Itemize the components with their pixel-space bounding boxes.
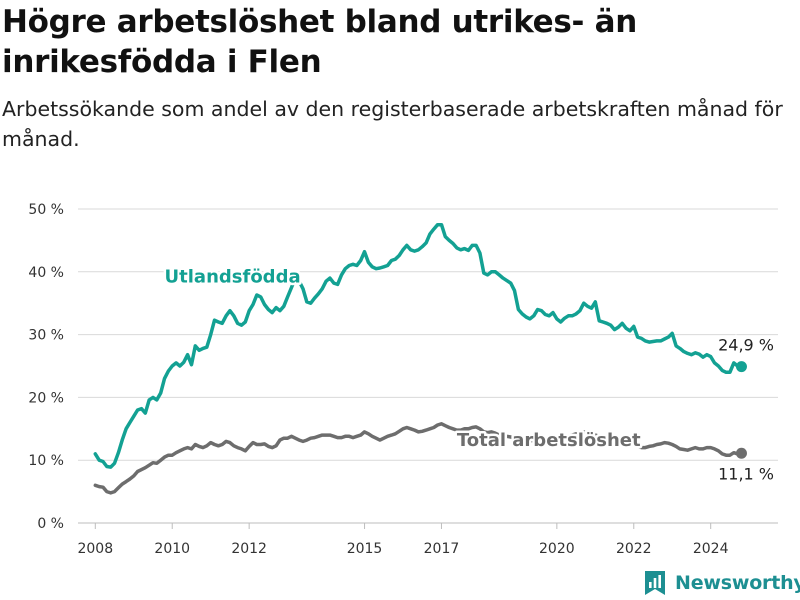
x-tick-label: 2010	[154, 541, 190, 557]
x-axis: 2008 2010 2012 2015 2017 2020 2022 2024	[77, 523, 729, 557]
x-tick-label: 2024	[693, 541, 729, 557]
x-tick-label: 2015	[347, 541, 383, 557]
series-label: Utlandsfödda	[165, 266, 301, 287]
end-value-label: 11,1 %	[718, 464, 774, 483]
series-labels: Utlandsfödda 24,9 % Total arbetslöshet 11,1…	[162, 264, 776, 485]
newsworthy-logo[interactable]: Newsworthy	[643, 569, 800, 597]
y-tick-label: 0 %	[37, 516, 64, 532]
x-tick-label: 2022	[616, 541, 652, 557]
y-tick-label: 30 %	[28, 328, 64, 344]
y-tick-label: 10 %	[28, 453, 64, 469]
series-end-dot	[735, 447, 747, 459]
x-tick-label: 2012	[231, 541, 267, 557]
newsworthy-logo-icon	[645, 571, 665, 595]
end-value-label: 24,9 %	[718, 336, 774, 355]
brand-name: Newsworthy	[675, 572, 800, 594]
y-tick-label: 40 %	[28, 265, 64, 281]
chart-subtitle: Arbetssökande som andel av den registerb…	[2, 97, 783, 151]
series-end-dot	[735, 361, 747, 373]
x-tick-label: 2008	[77, 541, 113, 557]
series-line-utlandsfodda	[93, 222, 744, 469]
series-lines	[93, 222, 747, 495]
chart-title: Högre arbetslöshet bland utrikes- än inr…	[2, 4, 638, 80]
y-axis: 0 % 10 % 20 % 30 % 40 % 50 %	[28, 202, 64, 532]
grid-lines	[78, 208, 778, 524]
series-line-total	[93, 422, 744, 495]
y-tick-label: 20 %	[28, 390, 64, 406]
x-tick-label: 2020	[539, 541, 575, 557]
x-tick-label: 2017	[424, 541, 460, 557]
series-label: Total arbetslöshet	[457, 430, 641, 451]
y-tick-label: 50 %	[28, 202, 64, 218]
